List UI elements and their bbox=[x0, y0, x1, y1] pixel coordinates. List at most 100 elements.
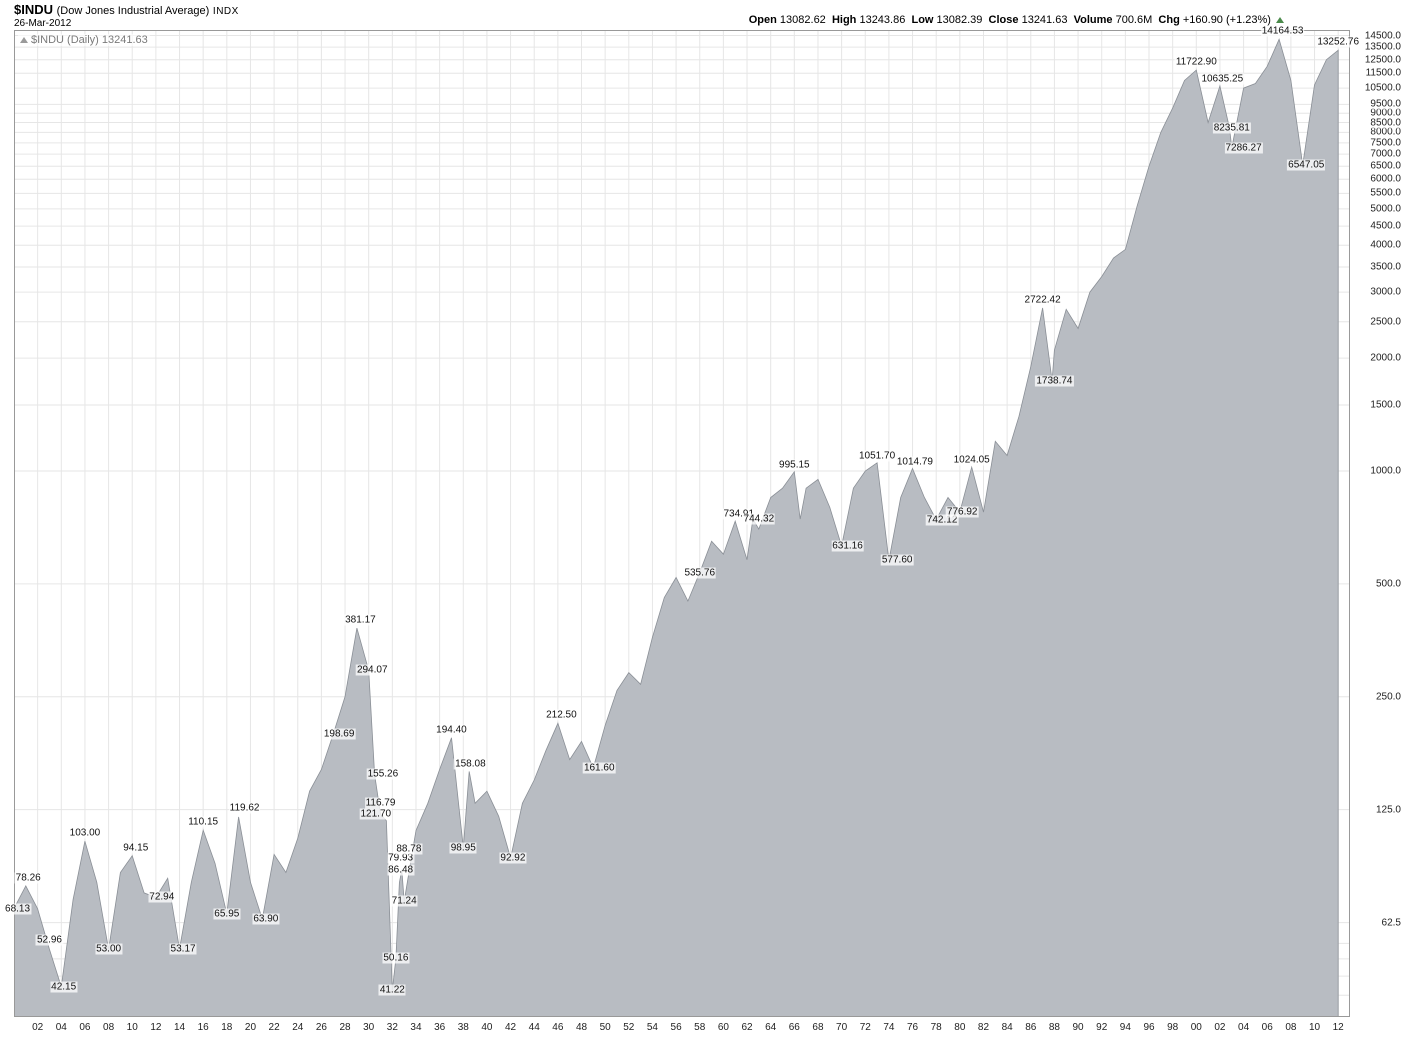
x-tick-label: 16 bbox=[198, 1022, 209, 1033]
x-tick-label: 42 bbox=[505, 1022, 516, 1033]
x-tick-label: 22 bbox=[269, 1022, 280, 1033]
y-tick-label: 11500.0 bbox=[1365, 68, 1402, 79]
y-tick-label: 1500.0 bbox=[1369, 399, 1402, 410]
y-tick-label: 6000.0 bbox=[1369, 174, 1402, 185]
open-label: Open bbox=[749, 14, 777, 26]
x-tick-label: 38 bbox=[458, 1022, 469, 1033]
x-tick-label: 04 bbox=[1238, 1022, 1249, 1033]
y-tick-label: 1000.0 bbox=[1369, 466, 1402, 477]
x-tick-label: 44 bbox=[529, 1022, 540, 1033]
up-arrow-icon bbox=[1276, 17, 1284, 23]
exchange-label: INDX bbox=[213, 6, 239, 17]
x-tick-label: 34 bbox=[410, 1022, 421, 1033]
x-tick-label: 76 bbox=[907, 1022, 918, 1033]
low-label: Low bbox=[911, 14, 933, 26]
x-tick-label: 62 bbox=[741, 1022, 752, 1033]
y-tick-label: 3000.0 bbox=[1369, 287, 1402, 298]
y-tick-label: 5000.0 bbox=[1369, 203, 1402, 214]
y-tick-label: 6500.0 bbox=[1369, 161, 1402, 172]
ohlc-row: Open 13082.62 High 13243.86 Low 13082.39… bbox=[749, 14, 1284, 26]
x-tick-label: 98 bbox=[1167, 1022, 1178, 1033]
plot-overlay-text: $INDU (Daily) 13241.63 bbox=[31, 34, 148, 46]
x-tick-label: 74 bbox=[883, 1022, 894, 1033]
x-tick-label: 12 bbox=[1333, 1022, 1344, 1033]
x-tick-label: 36 bbox=[434, 1022, 445, 1033]
y-tick-label: 250.0 bbox=[1375, 691, 1402, 702]
y-tick-label: 14500.0 bbox=[1364, 30, 1402, 41]
x-tick-label: 46 bbox=[552, 1022, 563, 1033]
y-tick-label: 10500.0 bbox=[1364, 83, 1402, 94]
x-tick-label: 68 bbox=[812, 1022, 823, 1033]
x-tick-label: 06 bbox=[79, 1022, 90, 1033]
y-tick-label: 7500.0 bbox=[1369, 137, 1402, 148]
x-tick-label: 90 bbox=[1073, 1022, 1084, 1033]
symbol: $INDU bbox=[14, 2, 53, 17]
y-tick-label: 4500.0 bbox=[1369, 221, 1402, 232]
x-tick-label: 58 bbox=[694, 1022, 705, 1033]
x-tick-label: 30 bbox=[363, 1022, 374, 1033]
x-tick-label: 66 bbox=[789, 1022, 800, 1033]
low-value: 13082.39 bbox=[937, 14, 983, 26]
x-tick-label: 24 bbox=[292, 1022, 303, 1033]
x-tick-label: 94 bbox=[1120, 1022, 1131, 1033]
y-tick-label: 2000.0 bbox=[1369, 353, 1402, 364]
x-tick-label: 00 bbox=[1191, 1022, 1202, 1033]
y-tick-label: 500.0 bbox=[1375, 578, 1402, 589]
x-tick-label: 02 bbox=[32, 1022, 43, 1033]
high-value: 13243.86 bbox=[859, 14, 905, 26]
x-tick-label: 50 bbox=[600, 1022, 611, 1033]
x-tick-label: 08 bbox=[1285, 1022, 1296, 1033]
y-tick-label: 2500.0 bbox=[1369, 316, 1402, 327]
open-value: 13082.62 bbox=[780, 14, 826, 26]
x-tick-label: 92 bbox=[1096, 1022, 1107, 1033]
chg-label: Chg bbox=[1158, 14, 1179, 26]
x-tick-label: 04 bbox=[56, 1022, 67, 1033]
x-tick-label: 96 bbox=[1143, 1022, 1154, 1033]
y-tick-label: 125.0 bbox=[1375, 804, 1402, 815]
y-tick-label: 3500.0 bbox=[1369, 262, 1402, 273]
x-tick-label: 70 bbox=[836, 1022, 847, 1033]
x-tick-label: 14 bbox=[174, 1022, 185, 1033]
y-tick-label: 9500.0 bbox=[1369, 99, 1402, 110]
x-tick-label: 26 bbox=[316, 1022, 327, 1033]
chart-svg bbox=[14, 30, 1404, 1017]
x-tick-label: 80 bbox=[954, 1022, 965, 1033]
x-tick-label: 12 bbox=[150, 1022, 161, 1033]
x-tick-label: 32 bbox=[387, 1022, 398, 1033]
close-value: 13241.63 bbox=[1022, 14, 1068, 26]
series-marker-icon bbox=[20, 37, 28, 43]
x-tick-label: 10 bbox=[1309, 1022, 1320, 1033]
y-tick-label: 12500.0 bbox=[1364, 54, 1402, 65]
x-tick-label: 78 bbox=[931, 1022, 942, 1033]
x-tick-label: 84 bbox=[1002, 1022, 1013, 1033]
x-tick-label: 28 bbox=[339, 1022, 350, 1033]
symbol-description: (Dow Jones Industrial Average) bbox=[57, 5, 210, 17]
plot-overlay-label: $INDU (Daily) 13241.63 bbox=[18, 34, 150, 46]
high-label: High bbox=[832, 14, 856, 26]
x-tick-label: 40 bbox=[481, 1022, 492, 1033]
x-tick-label: 82 bbox=[978, 1022, 989, 1033]
x-tick-label: 64 bbox=[765, 1022, 776, 1033]
x-tick-label: 54 bbox=[647, 1022, 658, 1033]
x-tick-label: 60 bbox=[718, 1022, 729, 1033]
x-tick-label: 08 bbox=[103, 1022, 114, 1033]
x-tick-label: 06 bbox=[1262, 1022, 1273, 1033]
x-tick-label: 72 bbox=[860, 1022, 871, 1033]
volume-value: 700.6M bbox=[1116, 14, 1153, 26]
x-tick-label: 86 bbox=[1025, 1022, 1036, 1033]
chart-svg-wrap bbox=[14, 30, 1404, 1017]
x-tick-label: 18 bbox=[221, 1022, 232, 1033]
x-tick-label: 20 bbox=[245, 1022, 256, 1033]
chart-header: $INDU (Dow Jones Industrial Average) IND… bbox=[14, 2, 1404, 26]
volume-label: Volume bbox=[1074, 14, 1113, 26]
y-tick-label: 8000.0 bbox=[1369, 127, 1402, 138]
chg-value: +160.90 (+1.23%) bbox=[1183, 14, 1271, 26]
x-tick-label: 56 bbox=[671, 1022, 682, 1033]
chart-area[interactable]: $INDU (Daily) 13241.63 62.5125.0250.0500… bbox=[14, 30, 1404, 1017]
x-tick-label: 02 bbox=[1214, 1022, 1225, 1033]
y-tick-label: 7000.0 bbox=[1369, 149, 1402, 160]
y-tick-label: 4000.0 bbox=[1369, 240, 1402, 251]
x-tick-label: 48 bbox=[576, 1022, 587, 1033]
y-tick-label: 13500.0 bbox=[1364, 42, 1402, 53]
x-tick-label: 88 bbox=[1049, 1022, 1060, 1033]
